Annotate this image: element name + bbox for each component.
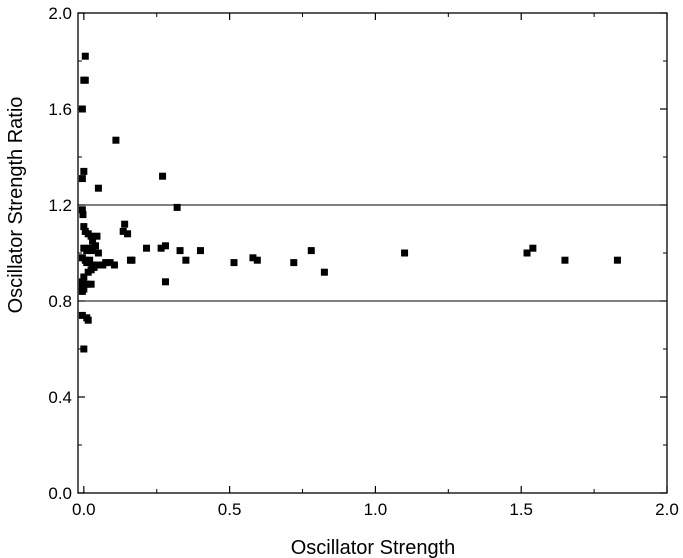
data-point <box>249 254 257 262</box>
data-point <box>94 184 102 192</box>
y-tick-label: 2.0 <box>48 4 72 23</box>
data-point <box>87 280 95 288</box>
y-tick-label: 1.2 <box>48 196 72 215</box>
x-tick-label: 1.5 <box>509 500 533 519</box>
y-tick-label: 0.0 <box>48 484 72 503</box>
data-point <box>290 259 298 267</box>
data-point <box>86 256 94 264</box>
data-point <box>94 249 102 257</box>
y-tick-label: 0.8 <box>48 292 72 311</box>
data-point <box>119 227 127 235</box>
data-point <box>78 287 86 295</box>
x-axis-title: Oscillator Strength <box>291 537 456 558</box>
data-point <box>89 247 97 255</box>
data-point <box>84 316 92 324</box>
data-point <box>78 105 86 113</box>
data-point <box>81 52 89 60</box>
x-tick-label: 1.0 <box>364 500 388 519</box>
data-point <box>561 256 569 264</box>
data-point <box>128 256 136 264</box>
data-point <box>79 211 87 219</box>
data-point <box>161 278 169 286</box>
data-point <box>401 249 409 257</box>
data-point <box>307 247 315 255</box>
y-axis-title: Oscillator Strength Ratio <box>5 97 27 314</box>
data-point <box>196 247 204 255</box>
data-point <box>84 268 92 276</box>
data-point <box>78 206 86 214</box>
data-point <box>112 136 120 144</box>
data-point <box>157 244 165 252</box>
plot-area: 0.0 0.5 1.0 1.5 2.0 0.0 0.4 0.8 1.2 1.6 2.0 <box>48 4 678 519</box>
data-point <box>89 237 97 245</box>
data-point <box>80 273 88 281</box>
data-point <box>83 280 91 288</box>
data-point <box>173 203 181 211</box>
data-point <box>80 167 88 175</box>
data-point <box>93 232 101 240</box>
data-point <box>230 259 238 267</box>
data-point <box>124 230 132 238</box>
data-point <box>529 244 537 252</box>
data-point <box>80 345 88 353</box>
x-tick-label: 0.0 <box>72 500 96 519</box>
x-tick-label: 0.5 <box>218 500 242 519</box>
data-point <box>159 172 167 180</box>
x-tick-label: 2.0 <box>655 500 679 519</box>
data-point <box>143 244 151 252</box>
plot-frame <box>77 12 668 494</box>
data-point <box>78 311 86 319</box>
data-point <box>253 256 261 264</box>
data-point <box>78 175 86 183</box>
data-point <box>320 268 328 276</box>
data-point <box>613 256 621 264</box>
data-point <box>176 247 184 255</box>
data-point <box>121 220 129 228</box>
data-point <box>87 232 95 240</box>
y-tick-label: 0.4 <box>48 388 72 407</box>
data-point <box>91 242 99 250</box>
data-point <box>523 249 531 257</box>
data-point <box>102 259 110 267</box>
data-point <box>80 223 88 231</box>
data-point <box>182 256 190 264</box>
data-point <box>161 242 169 250</box>
y-tick-label: 1.6 <box>48 100 72 119</box>
data-point <box>106 259 114 267</box>
data-point <box>93 261 101 269</box>
data-point <box>110 261 118 269</box>
data-point <box>81 76 89 84</box>
